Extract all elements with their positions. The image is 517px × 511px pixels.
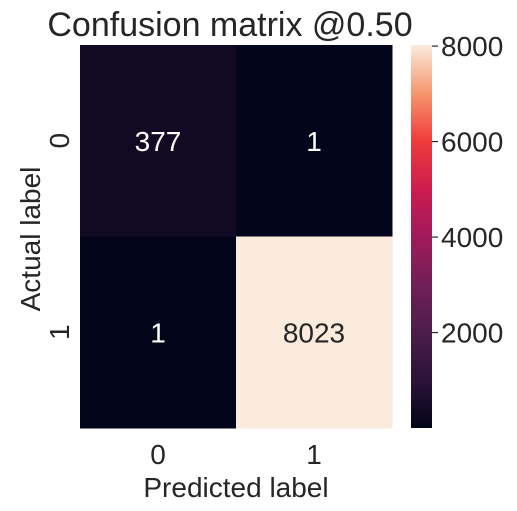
heatmap-cell-r0-c0 [80,45,237,237]
colorbar-tick-label-3: 8000 [441,31,503,62]
heatmap-cell-r0-c1 [236,45,393,237]
y-axis-label: Actual label [15,167,46,312]
cell-label-r1-c1: 8023 [283,317,345,348]
colorbar-ticks: 2000 4000 6000 8000 [432,31,503,349]
x-tick-label-0: 0 [150,439,166,470]
chart-title: Confusion matrix @0.50 [47,6,412,44]
heatmap-cells [80,45,393,429]
y-tick-label-0: 0 [44,133,75,149]
y-tick-label-1: 1 [44,324,75,340]
cell-label-r0-c0: 377 [135,126,182,157]
x-axis-label: Predicted label [143,472,328,503]
y-axis-ticks: 01 [44,133,75,340]
cell-label-r0-c1: 1 [306,126,322,157]
x-tick-label-1: 1 [306,439,322,470]
colorbar-tick-label-1: 4000 [441,222,503,253]
colorbar [411,45,432,428]
heatmap-cell-r1-c1 [236,236,393,429]
colorbar-tick-label-0: 2000 [441,318,503,349]
cell-label-r1-c0: 1 [150,317,166,348]
heatmap-cell-r1-c0 [80,236,237,429]
colorbar-tick-label-2: 6000 [441,127,503,158]
heatmap-cell-labels: 377 1 1 8023 [135,126,346,349]
